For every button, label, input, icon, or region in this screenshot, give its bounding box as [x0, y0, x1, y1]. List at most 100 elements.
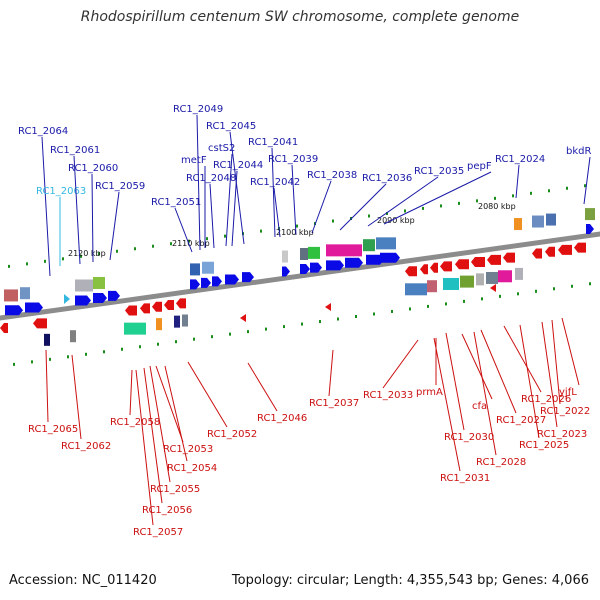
protein-domain-block	[174, 315, 180, 328]
protein-domain-block	[427, 280, 437, 293]
protein-domain-block	[124, 322, 146, 335]
scale-tick	[13, 362, 15, 366]
scale-tick	[139, 345, 141, 349]
scale-label: 2110 kbp	[172, 239, 210, 248]
reverse-gene-arrow	[471, 257, 485, 268]
scale-tick	[283, 325, 285, 329]
forward-gene-arrow	[586, 223, 594, 234]
reverse-gene-arrow	[152, 301, 162, 312]
genome-summary-text: Topology: circular; Length: 4,355,543 bp…	[231, 573, 589, 588]
reverse-gene-leader	[445, 332, 465, 431]
reverse-gene-arrow	[545, 246, 555, 257]
scale-tick	[224, 234, 226, 238]
scale-tick	[157, 342, 159, 346]
reverse-gene-arrow	[125, 305, 137, 316]
forward-gene-label: RC1_2044	[213, 160, 263, 171]
forward-gene-arrow	[225, 274, 239, 285]
highlighted-gene-arrow	[64, 294, 70, 305]
forward-gene-label: RC1_2049	[173, 104, 223, 115]
scale-tick	[355, 315, 357, 318]
reverse-gene-label: cfa	[472, 401, 487, 412]
scale-tick	[494, 196, 496, 200]
scale-tick	[332, 219, 334, 223]
reverse-gene-label: RC1_2057	[133, 527, 183, 538]
reverse-gene-arrow	[176, 298, 186, 309]
protein-domain-block	[532, 215, 544, 228]
protein-domain-block	[20, 287, 30, 300]
reverse-gene-label: RC1_2056	[142, 505, 192, 516]
scale-tick	[391, 309, 393, 313]
forward-gene-label: metF	[181, 155, 207, 166]
scale-tick	[103, 350, 105, 354]
reverse-gene-arrow	[574, 242, 586, 253]
scale-tick	[188, 239, 190, 243]
scale-tick	[589, 282, 591, 286]
scale-label: 2100 kbp	[276, 228, 314, 237]
protein-domain-block	[75, 279, 93, 292]
protein-domain-block	[486, 271, 498, 284]
forward-gene-label: RC1_2051	[151, 197, 201, 208]
scale-tick	[337, 317, 339, 321]
scale-tick	[229, 332, 231, 336]
reverse-gene-arrow	[0, 323, 8, 333]
forward-gene-label: RC1_2024	[495, 154, 545, 165]
reverse-gene-arrow	[164, 300, 174, 311]
forward-gene-arrow	[242, 272, 254, 283]
reverse-gene-arrow	[33, 318, 47, 329]
forward-gene-label: RC1_2035	[414, 166, 464, 177]
scale-tick	[85, 352, 87, 356]
scale-tick	[463, 299, 465, 303]
reverse-gene-leader	[71, 354, 82, 440]
forward-gene-leader	[291, 164, 297, 236]
protein-domain-block	[363, 239, 375, 252]
protein-domain-block	[514, 218, 522, 231]
forward-gene-arrow	[310, 262, 322, 273]
protein-domain-block	[44, 333, 50, 346]
forward-gene-label: bkdR	[566, 146, 591, 157]
forward-gene-label: RC1_2063	[36, 186, 86, 197]
reverse-gene-arrow	[430, 262, 438, 273]
reverse-gene-label: RC1_2052	[207, 429, 257, 440]
reverse-gene-arrow	[405, 266, 417, 277]
scale-tick	[373, 312, 375, 316]
reverse-gene-leader	[247, 362, 278, 412]
scale-tick	[170, 242, 172, 246]
scale-tick	[98, 252, 100, 256]
scale-tick	[247, 330, 249, 334]
scale-tick	[134, 247, 136, 251]
scale-tick	[152, 244, 154, 248]
scale-tick	[80, 254, 82, 258]
forward-gene-arrow	[366, 254, 384, 265]
reverse-gene-leader	[382, 339, 419, 389]
protein-domain-block	[585, 208, 595, 221]
reverse-gene-label: RC1_2026	[521, 394, 571, 405]
forward-gene-leader	[273, 187, 281, 238]
scale-tick	[67, 355, 69, 359]
forward-gene-leader	[41, 136, 51, 277]
protein-domain-block	[202, 261, 214, 274]
protein-domain-block	[476, 273, 484, 286]
protein-domain-block	[308, 246, 320, 259]
forward-gene-leader	[231, 170, 238, 247]
reverse-gene-leader	[519, 324, 540, 439]
scale-tick	[265, 327, 267, 331]
scale-tick	[404, 209, 406, 213]
reverse-gene-label: RC1_2023	[537, 429, 587, 440]
forward-gene-label: RC1_2038	[307, 170, 357, 181]
scale-tick	[499, 294, 501, 298]
protein-domain-block	[4, 289, 18, 302]
reverse-gene-leader	[187, 361, 228, 428]
forward-gene-leader	[311, 180, 332, 234]
reverse-gene-arrow	[503, 252, 515, 263]
protein-domain-block	[498, 270, 512, 283]
reverse-gene-label: yjfL	[559, 387, 577, 398]
scale-tick	[530, 191, 532, 195]
scale-tick	[386, 211, 388, 215]
scale-tick	[211, 335, 213, 339]
reverse-gene-leader	[135, 369, 154, 526]
protein-domain-block	[93, 276, 105, 289]
reverse-gene-label: RC1_2031	[440, 473, 490, 484]
forward-gene-arrow	[300, 264, 310, 274]
scale-tick	[458, 201, 460, 205]
